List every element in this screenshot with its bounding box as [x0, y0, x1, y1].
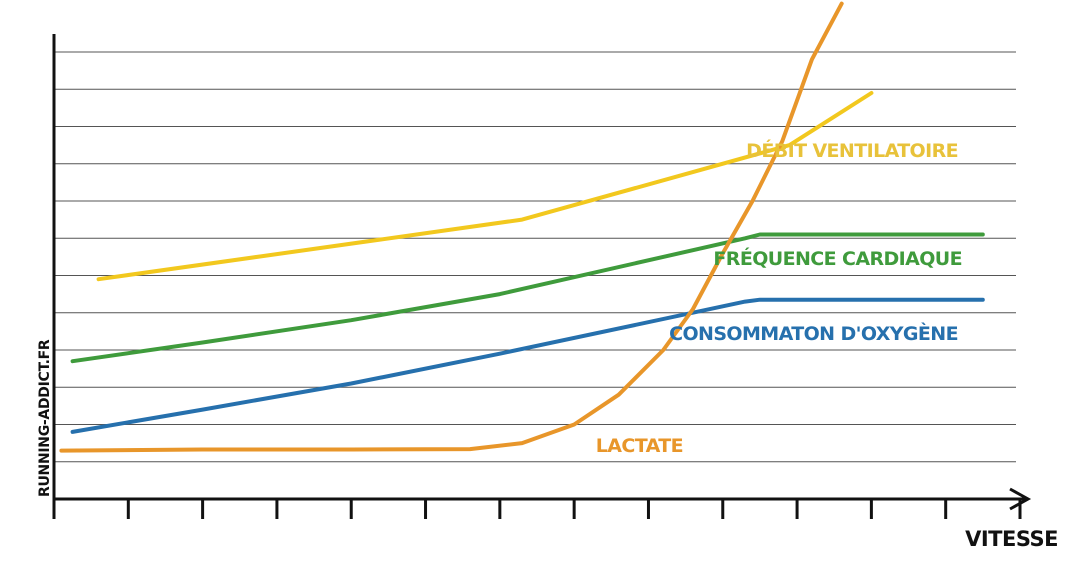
gridlines: [54, 51, 1016, 463]
series-label: FRÉQUENCE CARDIAQUE: [713, 247, 962, 270]
series-layer: [59, 1, 985, 453]
watermark: RUNNING-ADDICT.FR: [37, 339, 53, 497]
series-label: CONSOMMATON D'OXYGÈNE: [669, 322, 958, 345]
series-line-consommaton-d-oxygene: [70, 297, 985, 434]
x-axis-label: VITESSE: [965, 527, 1058, 551]
series-line-debit-ventilatoire: [96, 91, 874, 282]
x-axis-arrow-icon: [1009, 487, 1032, 511]
series-label: DÉBIT VENTILATOIRE: [746, 139, 958, 162]
series-label: LACTATE: [596, 435, 683, 457]
axes: [52, 34, 1032, 519]
series-line-lactate: [59, 1, 844, 453]
series-labels: DÉBIT VENTILATOIRE FRÉQUENCE CARDIAQUE CON…: [596, 139, 963, 457]
series-line-frequence-cardiaque: [70, 232, 985, 364]
